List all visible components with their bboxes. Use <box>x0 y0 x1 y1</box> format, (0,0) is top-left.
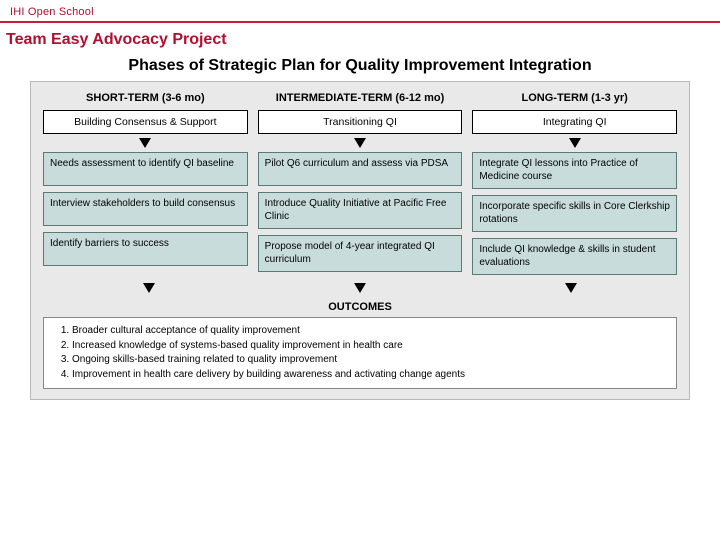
outcomes-list: Broader cultural acceptance of quality i… <box>54 324 666 382</box>
card: Identify barriers to success <box>43 232 248 266</box>
arrow-down-icon <box>569 138 581 148</box>
card: Include QI knowledge & skills in student… <box>472 238 677 275</box>
phase-box: Integrating QI <box>472 110 677 134</box>
outcome-item: Increased knowledge of systems-based qua… <box>72 339 666 354</box>
card: Incorporate specific skills in Core Cler… <box>472 195 677 232</box>
phase-box: Transitioning QI <box>258 110 463 134</box>
arrow-down-icon <box>565 283 577 293</box>
outcome-item: Improvement in health care delivery by b… <box>72 368 666 383</box>
col-head: LONG-TERM (1-3 yr) <box>522 92 628 104</box>
arrow-down-icon <box>354 283 366 293</box>
outcome-arrows-row <box>43 279 677 297</box>
column-short-term: SHORT-TERM (3-6 mo) Building Consensus &… <box>43 92 248 281</box>
card: Introduce Quality Initiative at Pacific … <box>258 192 463 229</box>
outcomes-heading: OUTCOMES <box>43 301 677 313</box>
brand-label: IHI Open School <box>10 6 710 18</box>
outcome-item: Broader cultural acceptance of quality i… <box>72 324 666 339</box>
phase-box: Building Consensus & Support <box>43 110 248 134</box>
arrow-down-icon <box>143 283 155 293</box>
card: Needs assessment to identify QI baseline <box>43 152 248 186</box>
card: Integrate QI lessons into Practice of Me… <box>472 152 677 189</box>
columns-row: SHORT-TERM (3-6 mo) Building Consensus &… <box>43 92 677 281</box>
outcomes-box: Broader cultural acceptance of quality i… <box>43 317 677 389</box>
card: Pilot Q6 curriculum and assess via PDSA <box>258 152 463 186</box>
card: Propose model of 4-year integrated QI cu… <box>258 235 463 272</box>
card: Interview stakeholders to build consensu… <box>43 192 248 226</box>
outcome-item: Ongoing skills-based training related to… <box>72 353 666 368</box>
page-subtitle: Team Easy Advocacy Project <box>0 23 720 57</box>
col-head: SHORT-TERM (3-6 mo) <box>86 92 205 104</box>
col-head: INTERMEDIATE-TERM (6-12 mo) <box>276 92 444 104</box>
arrow-down-icon <box>139 138 151 148</box>
column-long-term: LONG-TERM (1-3 yr) Integrating QI Integr… <box>472 92 677 281</box>
figure-title: Phases of Strategic Plan for Quality Imp… <box>0 57 720 75</box>
diagram-panel: SHORT-TERM (3-6 mo) Building Consensus &… <box>30 81 690 400</box>
header-band: IHI Open School <box>0 0 720 23</box>
arrow-down-icon <box>354 138 366 148</box>
column-intermediate-term: INTERMEDIATE-TERM (6-12 mo) Transitionin… <box>258 92 463 281</box>
